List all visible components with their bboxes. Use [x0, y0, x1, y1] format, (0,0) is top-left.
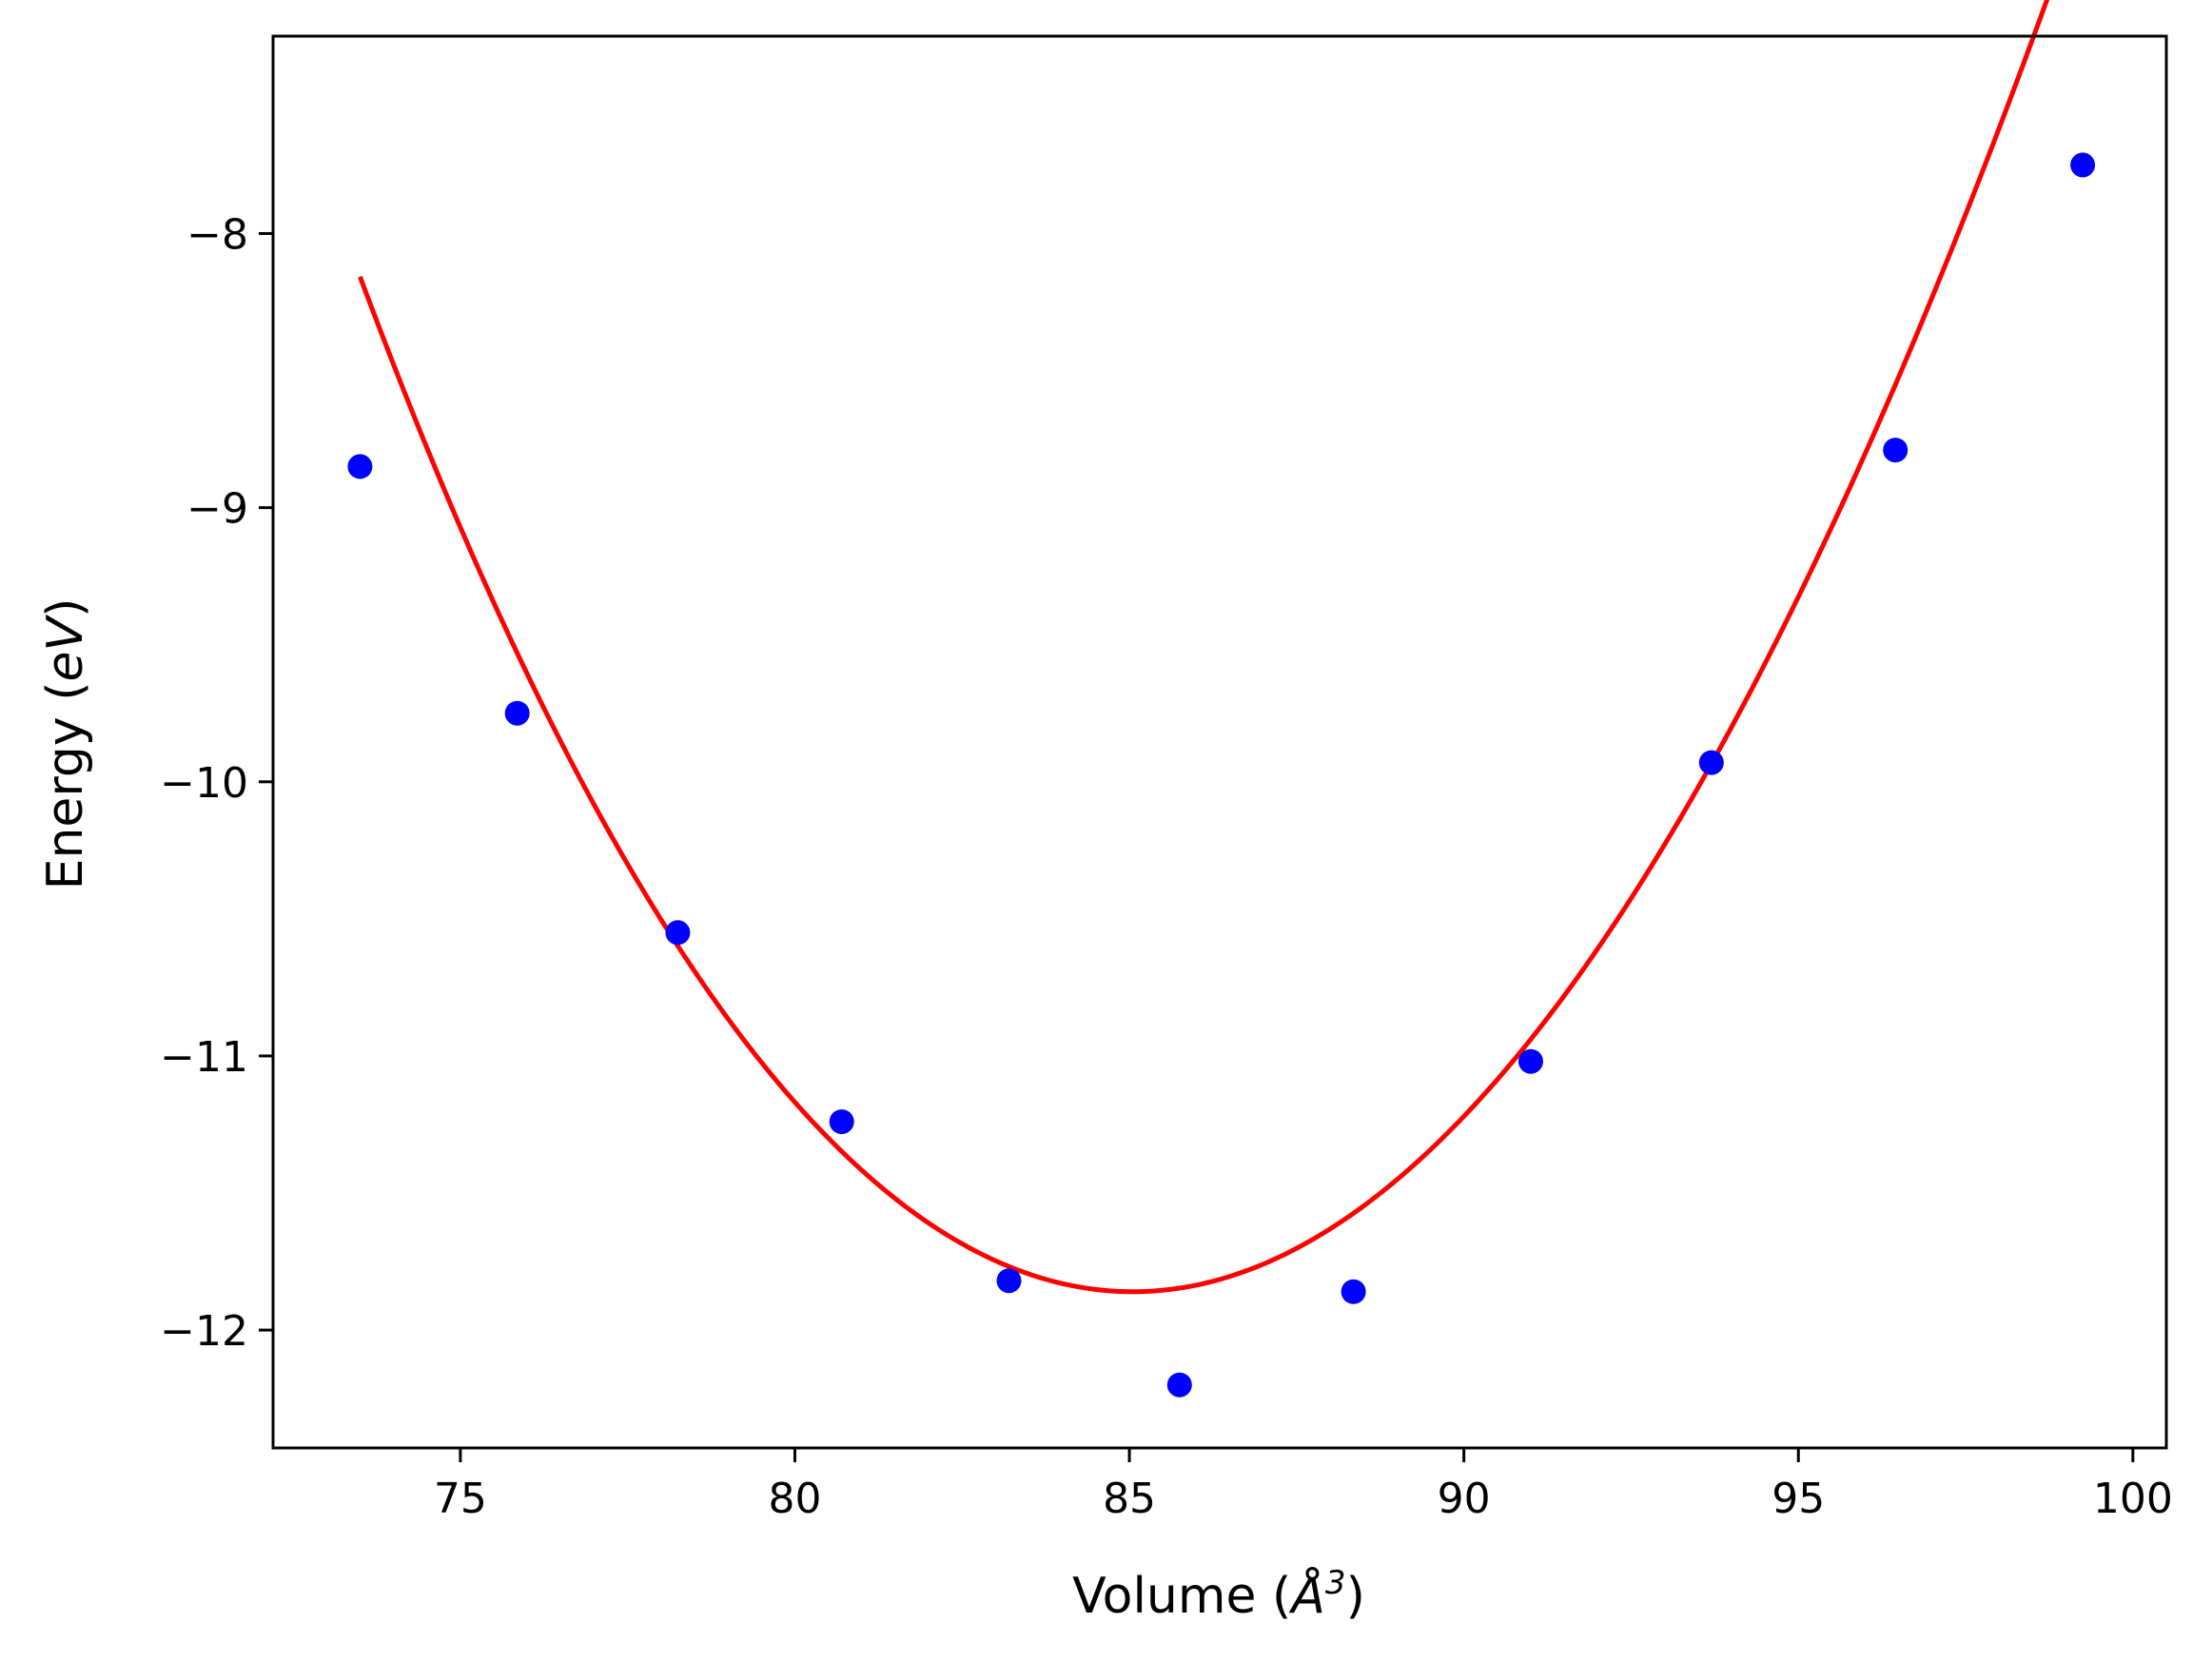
- data-point: [1883, 438, 1909, 463]
- data-point: [1341, 1279, 1366, 1304]
- y-axis-label-prefix: Energy (: [37, 682, 94, 890]
- y-tick-label: −10: [160, 759, 248, 808]
- x-tick-label: 90: [1438, 1475, 1491, 1523]
- y-tick-label: −8: [186, 210, 248, 259]
- data-point: [347, 454, 373, 479]
- y-axis-label-suffix: ): [37, 598, 94, 617]
- data-point: [1698, 750, 1724, 775]
- y-tick-label: −11: [160, 1033, 248, 1082]
- data-point: [504, 700, 530, 726]
- x-axis-label-suffix: ): [1346, 1568, 1365, 1625]
- x-tick-label: 85: [1103, 1475, 1156, 1523]
- y-tick-label: −12: [160, 1307, 248, 1356]
- data-points-layer: [347, 152, 2096, 1398]
- data-point: [1166, 1372, 1192, 1398]
- y-axis-ticks: −8 −9 −10 −11 −12: [160, 210, 273, 1356]
- data-point: [665, 920, 691, 946]
- data-point: [829, 1109, 854, 1135]
- fit-curve: [358, 0, 2050, 1295]
- fit-curve-layer: [358, 0, 2050, 1295]
- x-tick-label: 100: [2093, 1475, 2173, 1523]
- x-axis-label-symbol: Å: [1288, 1566, 1325, 1625]
- x-axis-label-prefix: Volume (: [1072, 1568, 1291, 1625]
- x-tick-label: 80: [768, 1475, 821, 1523]
- x-tick-label: 95: [1772, 1475, 1825, 1523]
- x-axis-ticks: 75 80 85 90 95 100: [434, 1448, 2173, 1523]
- y-axis-label-unit: eV: [37, 615, 94, 682]
- data-point: [996, 1268, 1022, 1294]
- y-tick-label: −9: [186, 485, 248, 534]
- x-tick-label: 75: [434, 1475, 487, 1523]
- plot-frame: [271, 34, 2168, 1450]
- x-axis-label: Volume (Å3): [1072, 1564, 1365, 1625]
- y-axis-label: Energy (eV): [37, 598, 94, 890]
- data-point: [1517, 1048, 1543, 1074]
- data-point: [2070, 152, 2096, 178]
- x-axis-label-superscript: 3: [1325, 1564, 1346, 1602]
